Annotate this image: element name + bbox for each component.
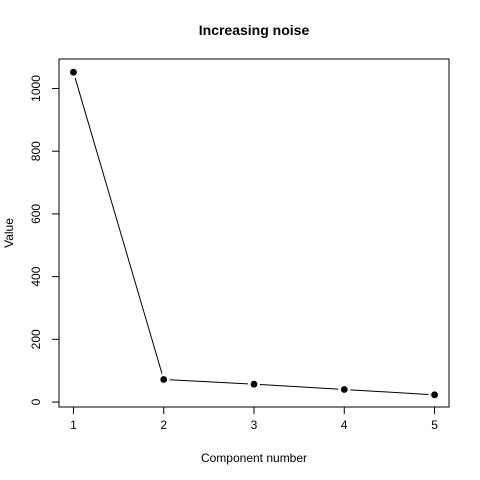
series-line-segment — [350, 389, 429, 395]
x-axis-label: Component number — [201, 451, 307, 465]
chart-title: Increasing noise — [199, 22, 310, 38]
y-tick-label: 200 — [29, 329, 43, 349]
x-tick-label: 3 — [251, 418, 258, 432]
x-tick-label: 4 — [341, 418, 348, 432]
y-tick-label: 0 — [29, 398, 43, 405]
y-axis-label: Value — [2, 218, 16, 248]
data-point — [250, 380, 258, 388]
y-tick-label: 1000 — [29, 75, 43, 102]
y-tick-label: 800 — [29, 141, 43, 161]
series-layer — [70, 68, 438, 399]
y-tick-label: 600 — [29, 204, 43, 224]
y-tick-label: 400 — [29, 266, 43, 286]
series-line-segment — [74, 77, 163, 374]
x-axis: 1 2 3 4 5 — [70, 406, 438, 432]
x-tick-label: 1 — [70, 418, 77, 432]
x-tick-label: 2 — [160, 418, 167, 432]
data-point — [160, 376, 168, 383]
data-point — [70, 68, 77, 76]
data-point — [340, 386, 348, 393]
y-axis: 0 200 400 600 800 1000 — [29, 75, 60, 405]
data-point — [431, 391, 438, 399]
x-tick-label: 5 — [431, 418, 438, 432]
series-line-segment — [259, 384, 339, 390]
plot-frame — [58, 58, 450, 408]
series-line-segment — [169, 379, 249, 385]
